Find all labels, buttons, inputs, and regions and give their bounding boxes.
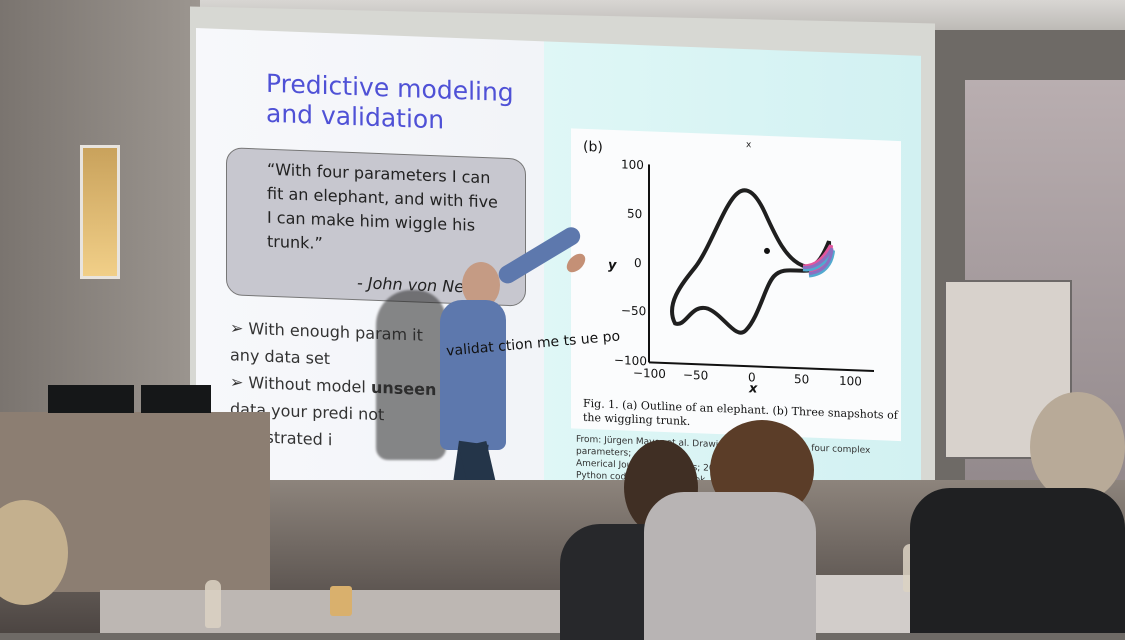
x-axis (649, 361, 874, 373)
dark-sweater (910, 488, 1125, 633)
y-tick-minus-50: −50 (621, 303, 646, 318)
y-tick-minus-100: −100 (614, 353, 647, 368)
trunk-purple-line (802, 247, 834, 276)
slide-title: Predictive modeling and validation (266, 68, 514, 135)
presentation-slide: Predictive modeling and validation “With… (196, 28, 921, 508)
quote-text: “With four parameters I can fit an eleph… (267, 159, 498, 253)
desk-monitor (48, 385, 134, 413)
x-tick-0: 0 (748, 370, 756, 384)
bullet-arrow-icon: ➢ (230, 318, 244, 338)
y-tick-0: 0 (634, 256, 642, 270)
elephant-outline (670, 188, 832, 335)
x-tick-100: 100 (839, 374, 862, 389)
elephant-eye (764, 247, 770, 254)
x-tick-minus-50: −50 (683, 368, 708, 383)
desk-monitor (141, 385, 211, 413)
bottle (205, 580, 221, 628)
foreground-person (0, 500, 76, 633)
presenter-shirt (440, 300, 506, 450)
x-axis-label: x (748, 381, 758, 396)
cup (330, 586, 352, 616)
y-tick-100: 100 (621, 157, 644, 172)
x-tick-50: 50 (794, 372, 809, 387)
bullet-arrow-icon: ➢ (230, 372, 244, 392)
hair (1030, 392, 1125, 502)
presenter-shadow (376, 290, 446, 460)
y-axis-label: y (608, 258, 617, 273)
grey-sweater (644, 492, 816, 640)
elephant-plot: x y x 100 50 0 −50 −100 −100 −50 0 50 10… (608, 140, 874, 397)
x-tick-minus-100: −100 (633, 366, 666, 381)
elephant-figure: (b) x y x 100 50 0 −50 −100 −100 −50 0 5… (571, 128, 901, 442)
window (80, 145, 120, 279)
y-tick-50: 50 (627, 207, 642, 222)
figure-x-marker: x (746, 140, 752, 150)
audience-member (644, 420, 816, 640)
hair (0, 500, 68, 605)
audience-member (910, 392, 1125, 633)
